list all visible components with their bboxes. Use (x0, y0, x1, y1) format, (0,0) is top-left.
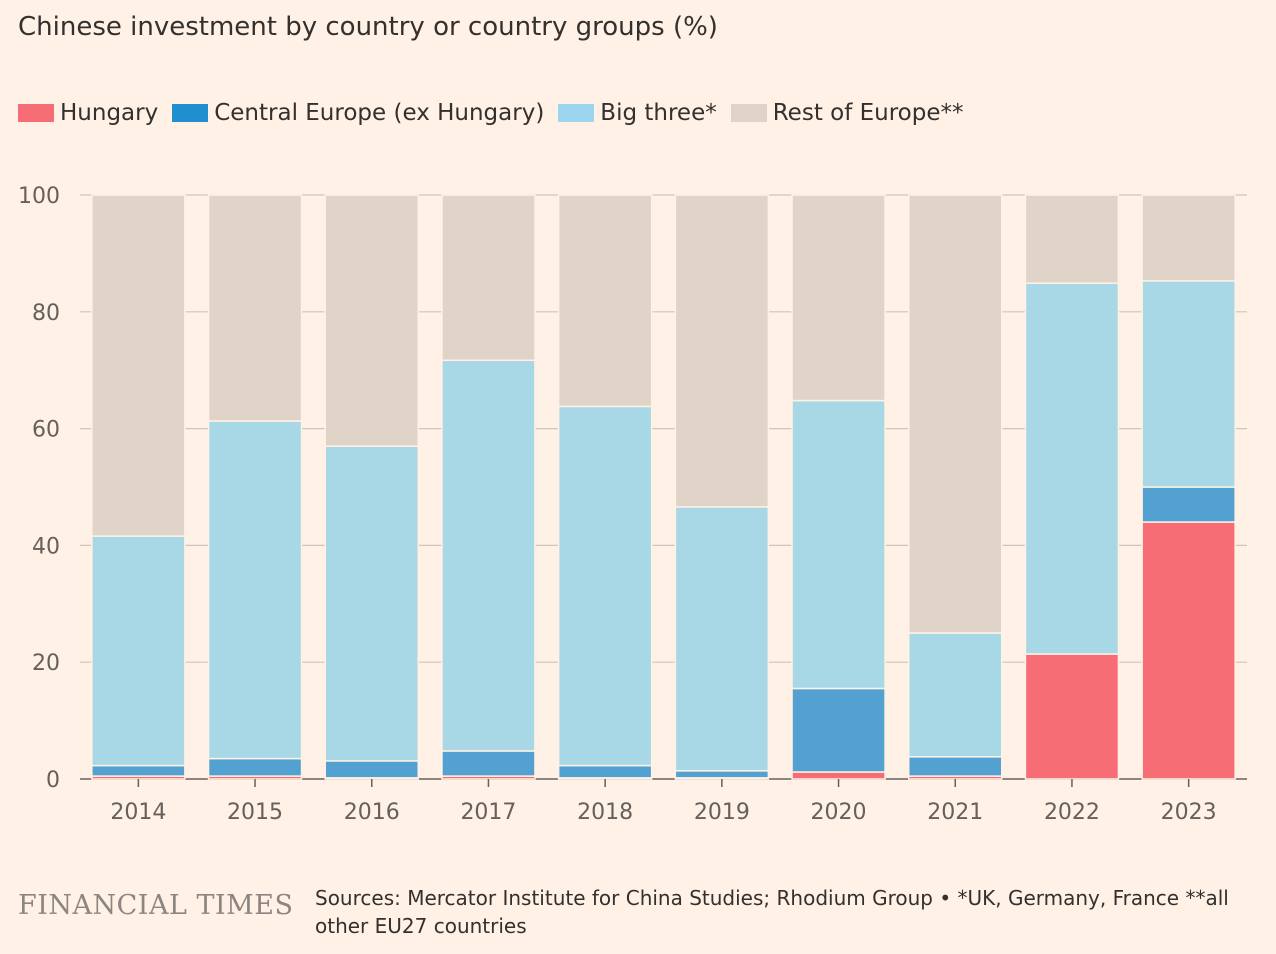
x-tick-label-2022: 2022 (1044, 800, 1100, 825)
bar-2023-series-1 (1141, 486, 1236, 523)
bar-2023-series-2 (1141, 280, 1236, 488)
bar-2020-series-3 (791, 194, 886, 402)
bar-2017-series-3 (441, 194, 536, 362)
bar-2022-series-0 (1024, 653, 1120, 780)
bar-2017-series-2 (441, 359, 536, 752)
legend-swatch-big-three (558, 104, 595, 122)
chart-legend: Hungary Central Europe (ex Hungary) Big … (18, 100, 978, 126)
y-tick-label-60: 60 (32, 418, 60, 443)
stacked-bar-chart: 0 20 40 60 80 100 2014 2015 2016 2017 2018 2019 202… (18, 184, 1247, 825)
bar-2020-series-1 (791, 687, 886, 773)
bar-2021-series-2 (908, 632, 1003, 758)
bar-2017-series-1 (441, 750, 536, 777)
bar-2019-series-1 (674, 770, 770, 779)
bar-2016-series-1 (324, 760, 419, 779)
bar-2022-series-3 (1024, 194, 1120, 284)
legend-item-central-europe: Central Europe (ex Hungary) (172, 100, 544, 126)
bar-2015-series-2 (207, 420, 303, 760)
bar-2015-series-1 (207, 757, 303, 777)
legend-swatch-hungary (18, 104, 54, 122)
legend-item-big-three: Big three* (558, 100, 717, 126)
bar-2019-series-2 (674, 506, 770, 772)
bar-2016-series-2 (324, 445, 419, 762)
bar-2015-series-3 (207, 194, 303, 422)
legend-item-hungary: Hungary (18, 100, 158, 126)
y-tick-label-80: 80 (32, 301, 60, 326)
bar-2023-series-3 (1141, 194, 1236, 282)
x-tick-label-2023: 2023 (1161, 800, 1217, 825)
y-tick-label-100: 100 (18, 184, 60, 209)
bar-2019-series-3 (674, 194, 770, 508)
y-tick-label-20: 20 (32, 651, 60, 676)
x-tick-label-2021: 2021 (927, 800, 983, 825)
y-tick-label-0: 0 (46, 768, 60, 793)
legend-swatch-rest-of-europe (730, 104, 767, 122)
y-tick-label-40: 40 (32, 534, 60, 559)
bar-2018-series-3 (557, 194, 653, 408)
x-tick-label-2019: 2019 (694, 800, 750, 825)
legend-swatch-central-europe (172, 104, 209, 122)
legend-label-hungary: Hungary (60, 100, 159, 126)
x-tick-label-2014: 2014 (110, 800, 166, 825)
ft-logo: FINANCIAL TIMES (18, 890, 294, 921)
x-tick-label-2018: 2018 (577, 800, 633, 825)
legend-item-rest-of-europe: Rest of Europe** (730, 100, 964, 126)
bar-2020-series-2 (791, 399, 886, 690)
x-tick-labels: 2014 2015 2016 2017 2018 2019 2020 2021 2022 2023 (110, 779, 1217, 825)
x-tick-label-2017: 2017 (460, 800, 516, 825)
x-tick-label-2020: 2020 (811, 800, 867, 825)
x-tick-label-2015: 2015 (227, 800, 283, 825)
x-tick-label-2016: 2016 (344, 800, 400, 825)
bar-2021-series-3 (908, 194, 1003, 634)
bar-2021-series-1 (908, 756, 1003, 777)
bar-2022-series-2 (1024, 282, 1120, 655)
legend-label-big-three: Big three* (600, 100, 717, 126)
bar-2014-series-1 (91, 764, 186, 777)
bar-2018-series-2 (557, 405, 653, 767)
bar-2020-series-0 (791, 771, 886, 780)
chart-title: Chinese investment by country or country… (18, 12, 718, 42)
bar-2014-series-2 (91, 535, 186, 767)
bar-2023-series-0 (1141, 521, 1236, 780)
bar-2014-series-3 (91, 194, 186, 537)
bar-2018-series-1 (557, 764, 653, 779)
bar-2016-series-3 (324, 194, 419, 447)
sources-note: Sources: Mercator Institute for China St… (315, 886, 1229, 938)
y-tick-labels: 0 20 40 60 80 100 (18, 184, 60, 793)
legend-label-rest-of-europe: Rest of Europe** (772, 100, 964, 126)
legend-label-central-europe: Central Europe (ex Hungary) (214, 100, 545, 126)
bars (91, 194, 1236, 780)
